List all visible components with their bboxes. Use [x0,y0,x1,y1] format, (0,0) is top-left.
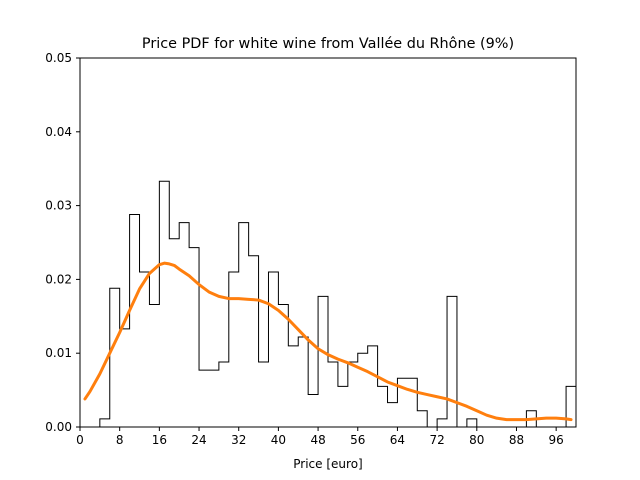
kde-curve [83,261,573,422]
y-tick-label: 0.05 [45,51,72,65]
y-tick-label: 0.02 [45,272,72,286]
histogram [99,180,577,428]
x-tick-label: 56 [350,433,365,447]
x-tick-label: 24 [191,433,206,447]
chart-title: Price PDF for white wine from Vallée du … [142,36,514,52]
x-axis-label: Price [euro] [293,457,362,471]
plot-frame [79,57,577,428]
histogram-step-outline [99,180,577,428]
x-tick-label: 72 [429,433,444,447]
x-tick-label: 8 [116,433,124,447]
x-tick-label: 88 [509,433,524,447]
x-tick-label: 64 [390,433,405,447]
x-tick-label: 96 [549,433,564,447]
x-tick-label: 0 [76,433,84,447]
x-tick-label: 40 [271,433,286,447]
x-tick-label: 48 [310,433,325,447]
y-tick-label: 0.03 [45,199,72,213]
y-tick-label: 0.00 [45,420,72,434]
kde-line [83,261,573,422]
y-tick-label: 0.04 [45,125,72,139]
y-axis-ticks: 0.00 0.01 0.02 0.03 0.04 0.05 [45,51,80,434]
y-tick-label: 0.01 [45,346,72,360]
x-tick-label: 32 [231,433,246,447]
x-tick-label: 16 [152,433,167,447]
x-axis-ticks: 0 8 16 24 32 40 48 56 64 72 80 88 96 [76,427,564,447]
x-tick-label: 80 [469,433,484,447]
